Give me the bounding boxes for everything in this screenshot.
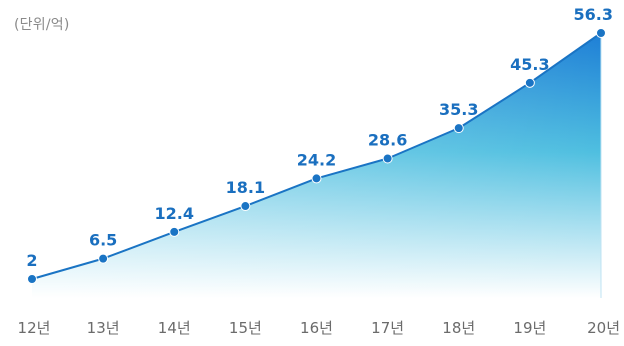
data-point-12년 [27, 274, 37, 284]
area-sheen [32, 33, 601, 298]
data-point-20년 [596, 28, 606, 38]
data-point-14년 [169, 226, 180, 237]
x-axis-ticks: 12년 13년 14년 15년 16년 17년 18년 19년 20년 [18, 319, 620, 337]
x-tick-19년: 19년 [513, 319, 546, 337]
unit-label: (단위/억) [14, 17, 70, 33]
x-tick-18년: 18년 [442, 319, 475, 337]
value-label-19년: 45.3 [510, 55, 549, 74]
data-point-16년 [311, 173, 322, 184]
points-layer [27, 28, 606, 284]
value-label-16년: 24.2 [297, 150, 336, 169]
value-label-12년: 2 [26, 251, 37, 270]
x-tick-12년: 12년 [18, 319, 51, 337]
data-point-13년 [98, 253, 109, 264]
value-label-18년: 35.3 [439, 100, 478, 119]
value-label-13년: 6.5 [89, 231, 117, 250]
area-layer [32, 33, 602, 298]
data-point-19년 [524, 77, 535, 88]
x-tick-17년: 17년 [371, 319, 404, 337]
x-tick-13년: 13년 [87, 319, 120, 337]
x-tick-16년: 16년 [300, 319, 333, 337]
x-tick-20년: 20년 [587, 319, 620, 337]
value-label-17년: 28.6 [368, 130, 407, 149]
data-point-17년 [382, 153, 393, 164]
value-label-15년: 18.1 [226, 178, 265, 197]
data-point-18년 [453, 123, 464, 134]
x-tick-14년: 14년 [158, 319, 191, 337]
x-tick-15년: 15년 [229, 319, 262, 337]
value-labels: 2 6.5 12.4 18.1 24.2 28.6 35.3 45.3 56.3 [26, 5, 613, 270]
value-label-20년: 56.3 [574, 5, 613, 24]
value-label-14년: 12.4 [155, 204, 194, 223]
data-point-15년 [240, 201, 251, 212]
